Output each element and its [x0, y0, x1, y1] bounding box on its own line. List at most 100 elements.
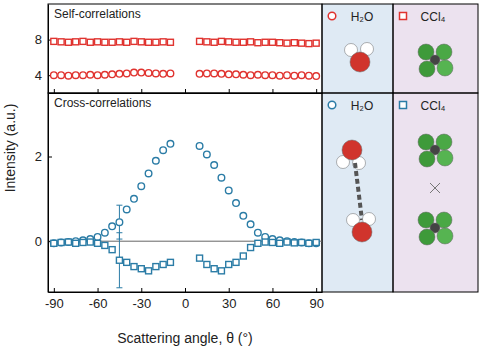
point [72, 72, 79, 79]
point [87, 71, 94, 78]
water-molecule [345, 43, 374, 73]
tick-mark [272, 89, 273, 93]
point [58, 72, 65, 79]
tick-mark [98, 89, 99, 93]
plot-frame [48, 93, 322, 292]
plot-area [51, 38, 320, 79]
tick-mark [141, 288, 142, 292]
point [233, 39, 239, 45]
point [73, 240, 79, 246]
point [196, 71, 203, 78]
point [262, 239, 268, 245]
legend-label: CCl₄ [421, 10, 446, 24]
point [299, 239, 305, 245]
atom [437, 228, 453, 244]
tick: 30 [222, 288, 236, 311]
atom [342, 140, 362, 160]
point [218, 268, 224, 274]
tick: 0 [35, 234, 52, 249]
point [109, 39, 115, 45]
plot-frame [48, 4, 322, 93]
point [95, 240, 101, 246]
plot-area [51, 141, 320, 288]
legend-frame [322, 4, 393, 93]
point [196, 143, 203, 150]
point [167, 259, 173, 265]
point [240, 253, 246, 259]
point [276, 72, 283, 79]
point [197, 255, 203, 261]
point [197, 38, 203, 44]
point [102, 229, 109, 236]
point [94, 234, 101, 241]
tick: 4 [35, 68, 52, 83]
series [51, 141, 320, 247]
point [146, 268, 152, 274]
point [160, 147, 167, 154]
point [255, 40, 261, 46]
tick: -90 [45, 288, 64, 311]
point [65, 239, 71, 245]
point [313, 240, 320, 247]
point [51, 38, 57, 44]
tick: -60 [89, 288, 108, 311]
error-bar [116, 233, 122, 288]
ccl4-molecule [418, 44, 453, 77]
hbond [355, 163, 362, 220]
point [131, 196, 138, 203]
axis-line [48, 94, 49, 293]
point [299, 40, 305, 46]
legend-frame [393, 93, 478, 292]
point [123, 70, 130, 77]
point [226, 261, 232, 267]
legend-marker [328, 12, 336, 20]
point [109, 223, 116, 230]
point [306, 72, 313, 79]
point [204, 261, 210, 267]
point [291, 72, 298, 79]
x-axis-title: Scattering angle, θ (°) [117, 330, 253, 346]
point [240, 39, 246, 45]
tick [316, 89, 317, 93]
tick [229, 89, 230, 93]
legend-marker [328, 101, 336, 109]
point [284, 238, 291, 245]
legend-marker [400, 102, 407, 109]
point [313, 239, 319, 245]
tick: 8 [35, 32, 52, 47]
atom [352, 222, 372, 242]
point [58, 39, 64, 45]
point [131, 264, 137, 270]
atom [419, 151, 435, 167]
point [138, 39, 144, 45]
point [269, 239, 275, 245]
point [211, 266, 217, 272]
tick-mark [54, 288, 55, 292]
tick: 90 [309, 288, 323, 311]
point [284, 239, 290, 245]
point [255, 71, 262, 78]
point [204, 70, 211, 77]
series [51, 233, 319, 288]
point [225, 187, 232, 194]
point [218, 174, 225, 181]
ccl4-molecule [418, 212, 453, 245]
legend-panel [322, 4, 393, 292]
point [277, 40, 283, 46]
tick-mark [48, 157, 52, 158]
point [313, 40, 319, 46]
series [51, 69, 320, 79]
point [153, 264, 159, 270]
point [160, 71, 167, 78]
point [204, 39, 210, 45]
legend-label: H₂O [351, 10, 374, 24]
point [51, 240, 58, 247]
point [87, 239, 93, 245]
point [226, 39, 232, 45]
tick [98, 89, 99, 93]
point [131, 38, 137, 44]
point [277, 240, 283, 246]
tick-mark [141, 89, 142, 93]
tick-label: -30 [132, 296, 151, 311]
tick-mark [98, 288, 99, 292]
